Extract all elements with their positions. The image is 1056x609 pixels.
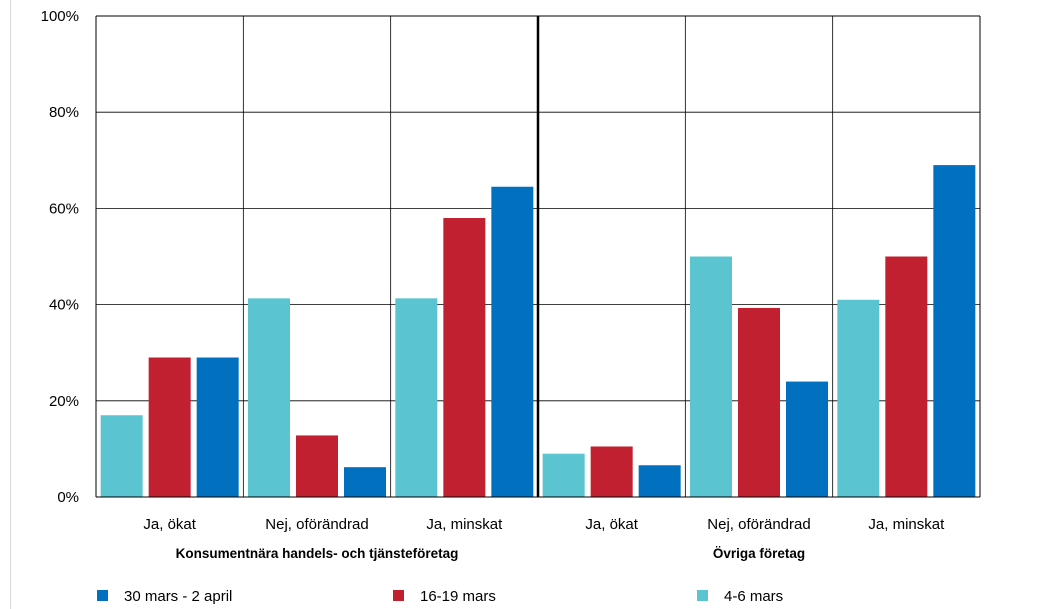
bar-0-2	[196, 357, 239, 497]
x-category-label-5: Ja, minskat	[868, 516, 945, 533]
y-tick-label-3: 60%	[49, 200, 79, 217]
bar-4-1	[738, 307, 780, 497]
bar-1-1	[296, 435, 338, 497]
group-label-0: Konsumentnära handels- och tjänsteföreta…	[176, 546, 459, 561]
legend-swatch-2	[697, 590, 708, 601]
bar-3-2	[638, 465, 681, 497]
legend-label-2: 4-6 mars	[724, 588, 783, 605]
bar-2-0	[395, 298, 438, 497]
bars	[100, 165, 976, 498]
bar-4-0	[690, 256, 732, 497]
bar-3-0	[542, 453, 585, 497]
x-category-label-0: Ja, ökat	[143, 516, 196, 533]
bar-2-2	[491, 186, 534, 497]
legend-label-1: 16-19 mars	[420, 588, 496, 605]
y-tick-label-4: 80%	[49, 104, 79, 121]
y-tick-label-5: 100%	[41, 8, 79, 25]
y-tick-label-0: 0%	[57, 489, 79, 506]
bar-3-1	[590, 446, 633, 497]
chart-frame	[10, 0, 1056, 609]
bar-5-1	[885, 256, 928, 497]
x-category-label-3: Ja, ökat	[585, 516, 638, 533]
legend-swatch-1	[393, 590, 404, 601]
bar-5-0	[837, 299, 880, 497]
x-category-label-1: Nej, oförändrad	[265, 516, 368, 533]
y-tick-label-2: 40%	[49, 297, 79, 314]
x-category-label-2: Ja, minskat	[426, 516, 503, 533]
axes	[95, 15, 981, 498]
x-category-labels: Ja, ökat Nej, oförändrad Ja, minskat Ja, ök…	[143, 516, 945, 533]
legend-swatch-0	[97, 590, 108, 601]
bar-1-0	[248, 298, 290, 497]
bar-4-2	[786, 381, 828, 497]
bar-5-2	[933, 165, 976, 498]
y-tick-label-1: 20%	[49, 393, 79, 410]
legend: 30 mars - 2 april 16-19 mars 4-6 mars	[97, 588, 783, 605]
bar-0-0	[100, 415, 143, 497]
legend-label-0: 30 mars - 2 april	[124, 588, 232, 605]
bar-1-2	[344, 467, 386, 497]
bar-2-1	[443, 218, 486, 497]
group-label-1: Övriga företag	[713, 546, 805, 561]
x-category-label-4: Nej, oförändrad	[707, 516, 810, 533]
group-labels: Konsumentnära handels- och tjänsteföreta…	[176, 546, 806, 561]
bar-0-1	[148, 357, 191, 497]
y-tick-labels: 0% 20% 40% 60% 80% 100%	[41, 8, 79, 506]
